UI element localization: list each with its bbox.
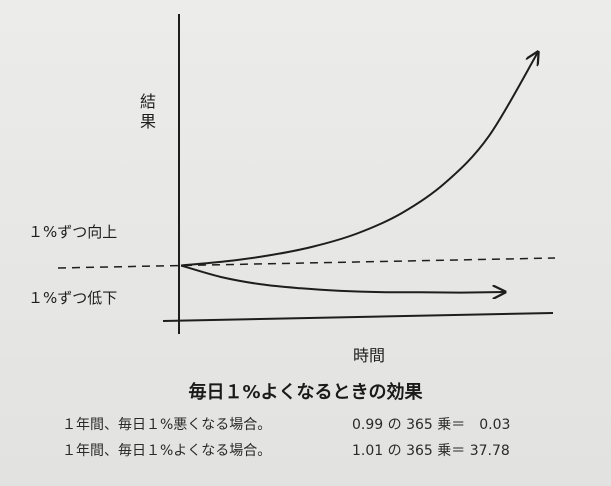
baseline-dashed-line [57,257,556,269]
y-axis-label: 結 果 [139,92,157,132]
x-axis [162,312,554,322]
note-label: １年間、毎日１%悪くなる場合。 [62,417,272,433]
series-line-decrease [180,264,505,293]
series-label-increase: １%ずつ向上 [28,223,118,241]
series-line-increase [180,52,538,267]
note-label: １年間、毎日１%よくなる場合。 [62,443,272,459]
note-formula: 0.99 の 365 乗＝ 0.03 [352,417,511,433]
note-formula: 1.01 の 365 乗＝ 37.78 [352,443,510,459]
x-axis-label: 時間 [353,346,386,365]
chart-title: 毎日１%よくなるときの効果 [188,382,423,403]
series-label-decrease: １%ずつ低下 [28,289,118,307]
y-axis-label-char-1: 結 [139,92,156,111]
y-axis-label-char-2: 果 [139,112,156,131]
